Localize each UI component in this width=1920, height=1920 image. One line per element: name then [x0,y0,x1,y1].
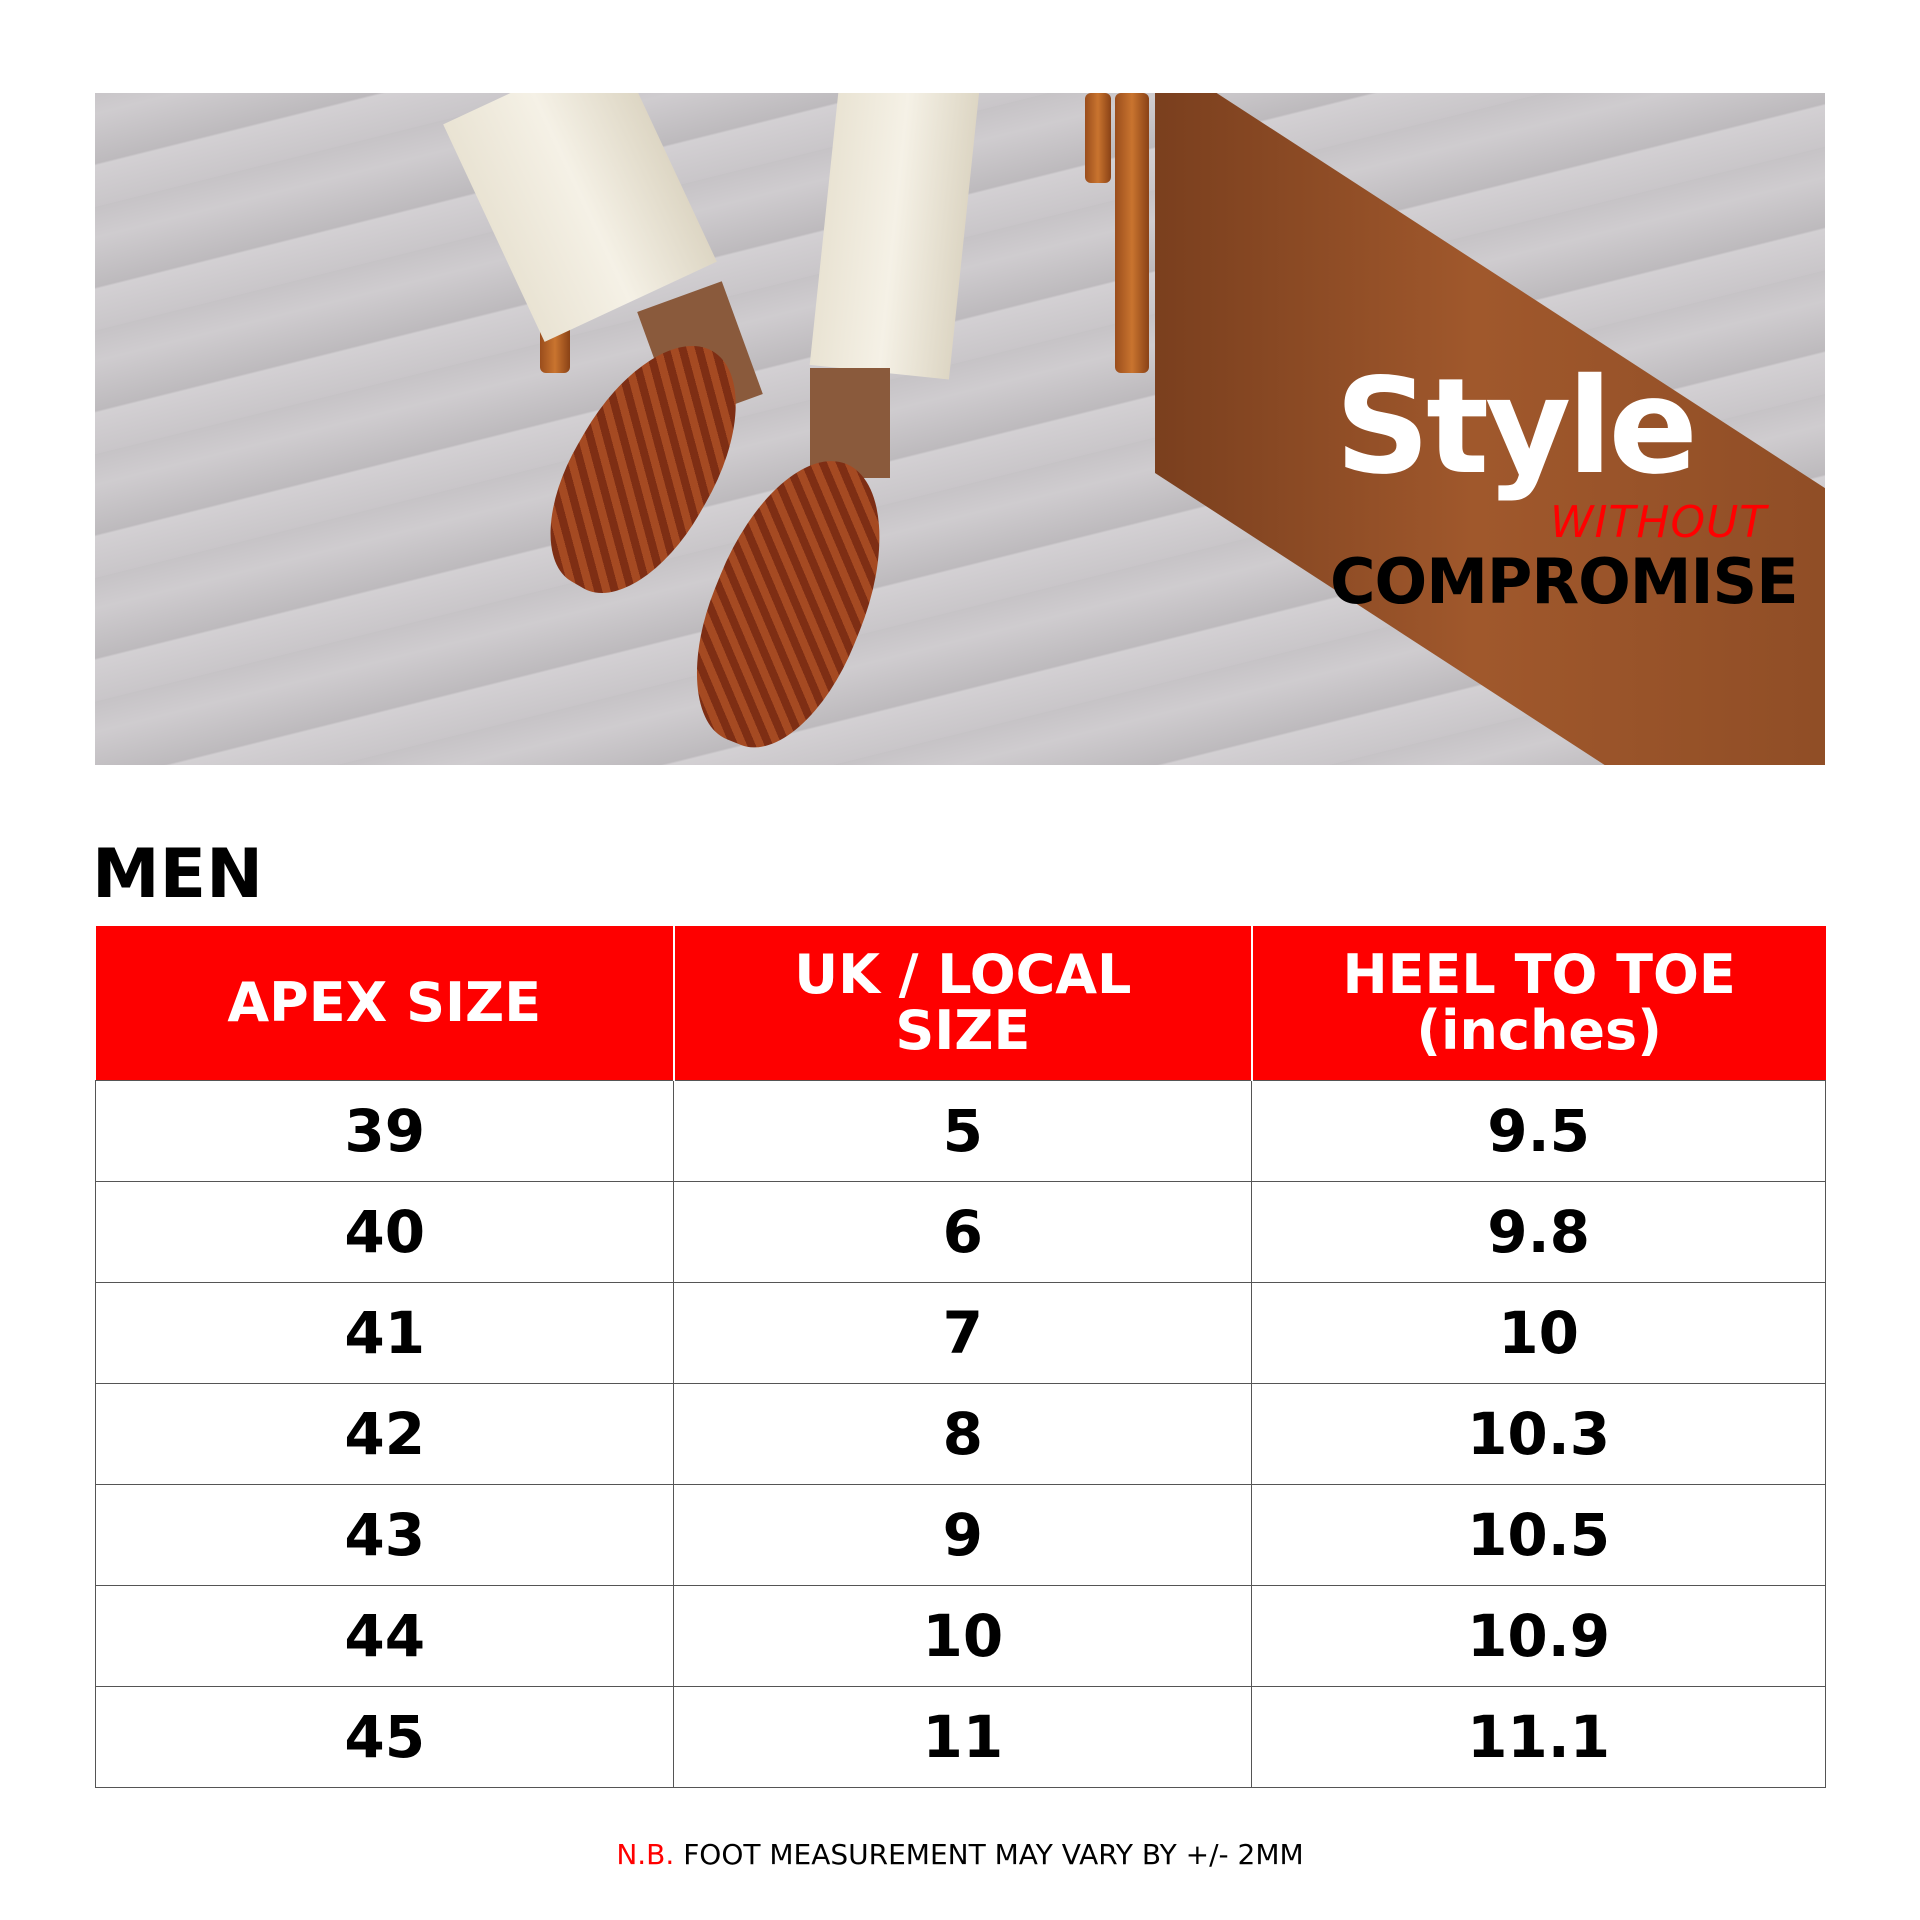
cell-uk-size: 7 [673,1282,1253,1384]
cell-heel-to-toe: 10.5 [1251,1484,1826,1586]
header-uk-size: UK / LOCAL SIZE [673,926,1253,1081]
footnote-text: FOOT MEASUREMENT MAY VARY BY +/- 2MM [683,1838,1304,1871]
banner-subtitle-compromise: COMPROMISE [1330,545,1799,618]
cell-apex-size: 40 [94,1181,675,1283]
cell-uk-size: 8 [673,1383,1253,1485]
cell-uk-size: 9 [673,1484,1253,1586]
cell-heel-to-toe: 10.9 [1251,1585,1826,1687]
cell-uk-size: 11 [673,1686,1253,1788]
cell-heel-to-toe: 9.8 [1251,1181,1826,1283]
cell-heel-to-toe: 10 [1251,1282,1826,1384]
header-heel-to-toe: HEEL TO TOE (inches) [1251,926,1826,1081]
cell-apex-size: 41 [94,1282,675,1384]
table-row: 39 5 9.5 [94,1080,1826,1182]
table-row: 44 10 10.9 [94,1585,1826,1687]
cell-heel-to-toe: 10.3 [1251,1383,1826,1485]
table-row: 43 9 10.5 [94,1484,1826,1586]
cell-heel-to-toe: 9.5 [1251,1080,1826,1182]
cell-uk-size: 5 [673,1080,1253,1182]
cell-apex-size: 45 [94,1686,675,1788]
footnote: N.B. FOOT MEASUREMENT MAY VARY BY +/- 2M… [0,1838,1920,1871]
cell-uk-size: 10 [673,1585,1253,1687]
trouser-leg [809,93,981,380]
footnote-prefix: N.B. [616,1838,675,1871]
banner-title: Style [1335,350,1698,504]
table-row: 42 8 10.3 [94,1383,1826,1485]
table-row: 40 6 9.8 [94,1181,1826,1283]
banner-subtitle-without: WITHOUT [1550,497,1768,548]
chair-leg [1115,93,1149,373]
cell-uk-size: 6 [673,1181,1253,1283]
table-header-row: APEX SIZE UK / LOCAL SIZE HEEL TO TOE (i… [95,926,1826,1081]
cell-heel-to-toe: 11.1 [1251,1686,1826,1788]
cell-apex-size: 42 [94,1383,675,1485]
section-title: MEN [92,835,264,914]
table-row: 41 7 10 [94,1282,1826,1384]
cell-apex-size: 43 [94,1484,675,1586]
table-row: 45 11 11.1 [94,1686,1826,1788]
cell-apex-size: 44 [94,1585,675,1687]
size-chart-table: APEX SIZE UK / LOCAL SIZE HEEL TO TOE (i… [94,926,1826,1788]
cell-apex-size: 39 [94,1080,675,1182]
header-apex-size: APEX SIZE [95,926,675,1081]
chair-leg [1085,93,1111,183]
hero-photo: Style WITHOUT COMPROMISE [95,93,1825,765]
ankle [810,368,890,478]
